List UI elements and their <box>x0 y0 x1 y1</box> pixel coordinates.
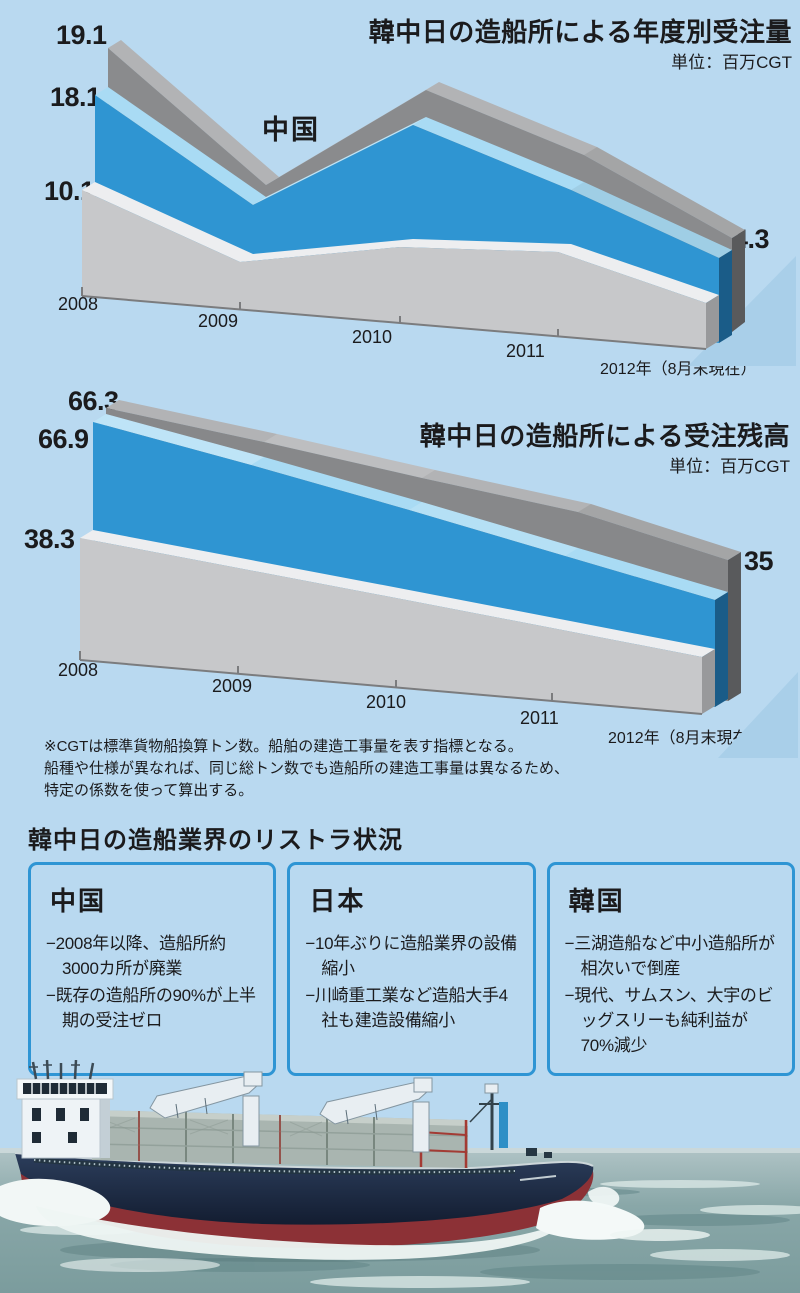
chart1-title: 韓中日の造船所による年度別受注量 <box>368 17 792 47</box>
info-box-japan-item-1: −10年ぶりに造船業界の設備縮小 <box>305 934 517 978</box>
info-box-japan: 日本 −10年ぶりに造船業界の設備縮小 −川崎重工業など造船大手4社も建造設備縮… <box>287 862 536 1076</box>
ship-crane-right <box>319 1077 433 1153</box>
chart2-label-china: 中国 <box>372 479 430 509</box>
chart2-xlabel-2009: 2009 <box>212 676 253 696</box>
red-container-frames <box>138 1111 468 1168</box>
cgt-footnote: ※CGTは標準貨物船換算トン数。船舶の建造工事量を表す指標となる。 船種や仕様が… <box>44 736 569 802</box>
cargo-ship-illustration <box>0 1060 800 1293</box>
wave-light-streaks <box>20 1164 800 1288</box>
chart1-xlabel-2010: 2010 <box>352 327 393 347</box>
info-box-japan-title: 日本 <box>309 886 366 916</box>
superstructure-windows <box>32 1108 89 1143</box>
chart1-x-axis <box>81 287 707 350</box>
chart1-value-korea-2008: 18.1 <box>50 82 101 112</box>
chart1-value-korea-2012: 4.8 <box>686 250 723 280</box>
info-box-korea: 韓国 −三湖造船など中小造船所が相次いで倒産 −現代、サムスン、大宇のビッグスリ… <box>546 862 795 1076</box>
chart2-xlabel-2011: 2011 <box>520 708 559 728</box>
chart1-label-china: 中国 <box>262 115 320 145</box>
chart2-xlabel-2010: 2010 <box>366 692 407 712</box>
chart2-title: 韓中日の造船所による受注残高 <box>419 421 790 451</box>
info-box-japan-item-2: −川崎重工業など造船大手4社も建造設備縮小 <box>305 986 508 1030</box>
chart1-unit-label: 単位：百万CGT <box>671 53 792 72</box>
chart1-value-japan-2008: 10.1 <box>44 176 95 206</box>
chart2-xlabel-2008: 2008 <box>58 660 99 680</box>
container-stacks <box>91 1110 469 1168</box>
wave-dark-streaks <box>70 1176 790 1280</box>
chart1-value-china-2012: 4.3 <box>733 224 770 254</box>
footnote-line-2: 船種や仕様が異なれば、同じ総トン数でも造船所の建造工事量は異なるため、 <box>44 760 570 777</box>
chart1-xlabel-2011: 2011 <box>506 341 545 361</box>
chart2-value-japan-2012: 15.4 <box>660 668 711 698</box>
chart1-xlabel-2012: 2012年（8月末現在） <box>600 361 757 378</box>
bridge-window-mullions <box>31 1083 96 1094</box>
info-box-china-item-2: −既存の造船所の90%が上半期の受注ゼロ <box>46 986 256 1030</box>
info-box-china: 中国 −2008年以降、造船所約3000カ所が廃業 −既存の造船所の90%が上半… <box>28 862 277 1076</box>
info-box-korea-title: 韓国 <box>568 886 625 916</box>
sea-foam <box>0 1178 710 1272</box>
info-box-china-item-1: −2008年以降、造船所約3000カ所が廃業 <box>46 934 226 978</box>
bow-mast-gear <box>469 1083 552 1158</box>
ship-crane-left <box>149 1071 263 1147</box>
chart1-korea-ribbon <box>95 87 732 343</box>
chart1-xlabel-2008: 2008 <box>58 294 99 314</box>
chart2-label-korea: 韓国 <box>408 555 466 585</box>
chart2-label-japan: 日本 <box>430 641 488 671</box>
chart2-japan-ribbon <box>80 530 715 714</box>
chart1-value-japan-2012: 1.5 <box>664 297 701 327</box>
ship-hull <box>14 1152 594 1248</box>
chart1-label-korea: 韓国 <box>415 179 473 209</box>
restructuring-heading: 韓中日の造船業界のリストラ状況 <box>28 827 403 854</box>
sea-water <box>0 1148 800 1293</box>
footnote-line-3: 特定の係数を使って算出する。 <box>44 782 254 799</box>
chart2-value-korea-2008: 66.9 <box>38 424 89 454</box>
restructuring-boxes: 中国 −2008年以降、造船所約3000カ所が廃業 −既存の造船所の90%が上半… <box>28 862 795 1076</box>
chart1-japan-ribbon <box>82 182 719 349</box>
chart1-xlabel-2009: 2009 <box>198 311 239 331</box>
chart2-value-china-2008: 66.3 <box>68 386 119 416</box>
info-box-china-title: 中国 <box>50 886 107 916</box>
chart2-value-korea-2012: 30.2 <box>668 608 719 638</box>
chart2-value-china-2012: 35 <box>744 546 774 576</box>
chart1-value-china-2008: 19.1 <box>56 20 107 50</box>
chart1-label-japan: 日本 <box>438 267 496 297</box>
info-box-korea-item-2: −現代、サムスン、大宇のビッグスリーも純利益が70%減少 <box>564 986 774 1055</box>
info-box-korea-item-1: −三湖造船など中小造船所が相次いで倒産 <box>564 934 775 978</box>
hull-water-shadow <box>60 1238 540 1262</box>
footnote-line-1: ※CGTは標準貨物船換算トン数。船舶の建造工事量を表す指標となる。 <box>44 738 523 755</box>
chart2-value-japan-2008: 38.3 <box>24 524 75 554</box>
chart2-unit-label: 単位：百万CGT <box>669 457 790 476</box>
chart2-xlabel-2012: 2012年（8月末現在） <box>608 730 765 747</box>
